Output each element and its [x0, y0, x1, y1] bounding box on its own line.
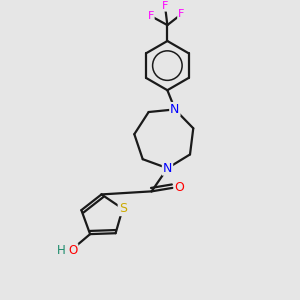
Text: S: S: [118, 202, 127, 215]
Text: F: F: [147, 11, 154, 21]
Text: F: F: [178, 9, 184, 20]
Text: N: N: [163, 162, 172, 175]
Text: H: H: [57, 244, 66, 256]
Text: O: O: [175, 182, 184, 194]
Text: N: N: [170, 103, 180, 116]
Text: F: F: [162, 1, 168, 11]
Text: O: O: [68, 244, 77, 257]
